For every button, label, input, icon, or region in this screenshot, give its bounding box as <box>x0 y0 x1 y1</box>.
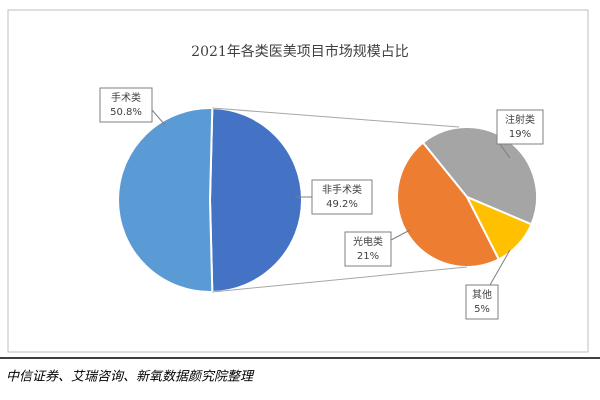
data-label: 19% <box>509 129 531 140</box>
label-box <box>496 109 544 145</box>
data-label: 5% <box>474 304 490 315</box>
chart-title: 2021年各类医美项目市场规模占比 <box>191 43 409 60</box>
pie-slice <box>117 107 214 293</box>
pie-slice <box>208 107 304 293</box>
leader-line <box>151 109 166 126</box>
category-label: 光电类 <box>353 235 383 248</box>
data-label: 49.2% <box>326 199 358 210</box>
sub-pie-slice <box>396 141 501 268</box>
label-box <box>99 87 153 123</box>
leader-line <box>390 229 411 241</box>
connector-line <box>212 266 468 293</box>
connector-line <box>212 107 460 128</box>
label-box <box>344 231 392 267</box>
label-box <box>465 284 499 320</box>
leader-line <box>489 249 511 286</box>
data-label: 21% <box>357 251 379 262</box>
category-label: 其他 <box>472 288 492 301</box>
source-note: 中信证券、艾瑞咨询、新氧数据颜究院整理 <box>6 369 255 385</box>
data-label: 50.8% <box>110 107 142 118</box>
category-label: 注射类 <box>505 113 535 126</box>
category-label: 非手术类 <box>322 183 362 196</box>
label-box <box>311 179 373 215</box>
category-label: 手术类 <box>111 91 141 104</box>
